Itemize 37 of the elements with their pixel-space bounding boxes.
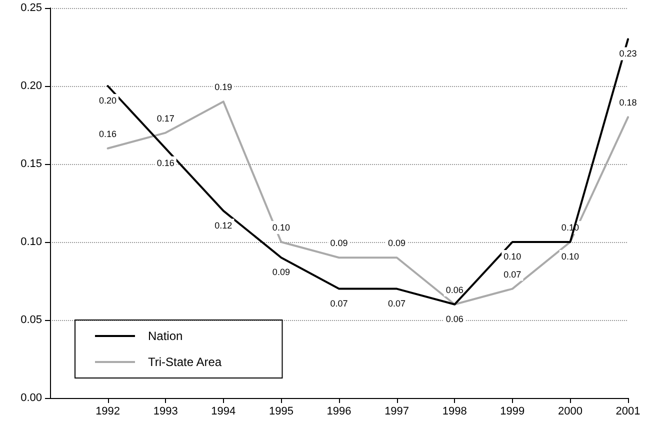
legend-label: Tri-State Area [148, 355, 222, 369]
data-label: 0.17 [156, 113, 174, 124]
x-tick-label: 1997 [384, 406, 410, 418]
data-label: 0.10 [272, 222, 290, 232]
data-label: 0.20 [99, 96, 117, 106]
y-tick-label: 0.00 [20, 392, 42, 404]
data-label: 0.06 [446, 314, 464, 324]
data-label: 0.18 [619, 98, 637, 108]
y-tick-label: 0.10 [20, 236, 42, 248]
y-tick-label: 0.05 [20, 314, 42, 326]
x-tick-label: 1999 [500, 406, 525, 418]
x-tick-label: 2000 [558, 406, 582, 418]
data-label: 0.09 [330, 238, 348, 248]
x-tick-label: 1994 [211, 406, 236, 418]
x-tick-label: 2001 [616, 406, 640, 418]
data-label: 0.10 [504, 252, 522, 262]
data-label: 0.06 [446, 284, 464, 295]
y-tick-label: 0.20 [20, 80, 42, 92]
data-label: 0.07 [388, 298, 406, 308]
x-tick-label: 1993 [153, 406, 178, 418]
y-tick-label: 0.15 [20, 158, 42, 170]
data-label: 0.23 [619, 48, 637, 59]
data-label: 0.16 [156, 158, 174, 168]
data-label: 0.09 [388, 238, 406, 248]
data-label: 0.10 [561, 252, 579, 262]
data-label: 0.12 [214, 220, 232, 230]
data-label: 0.19 [214, 82, 232, 92]
y-tick-label: 0.25 [20, 2, 42, 14]
data-label: 0.07 [504, 269, 522, 280]
x-tick-label: 1995 [268, 406, 294, 418]
x-tick-label: 1996 [326, 406, 352, 418]
data-label: 0.09 [272, 267, 290, 278]
data-label: 0.07 [330, 298, 348, 308]
x-tick-label: 1992 [96, 406, 120, 418]
data-label: 0.16 [99, 128, 117, 139]
legend-label: Nation [148, 329, 183, 343]
x-tick-label: 1998 [442, 406, 467, 418]
